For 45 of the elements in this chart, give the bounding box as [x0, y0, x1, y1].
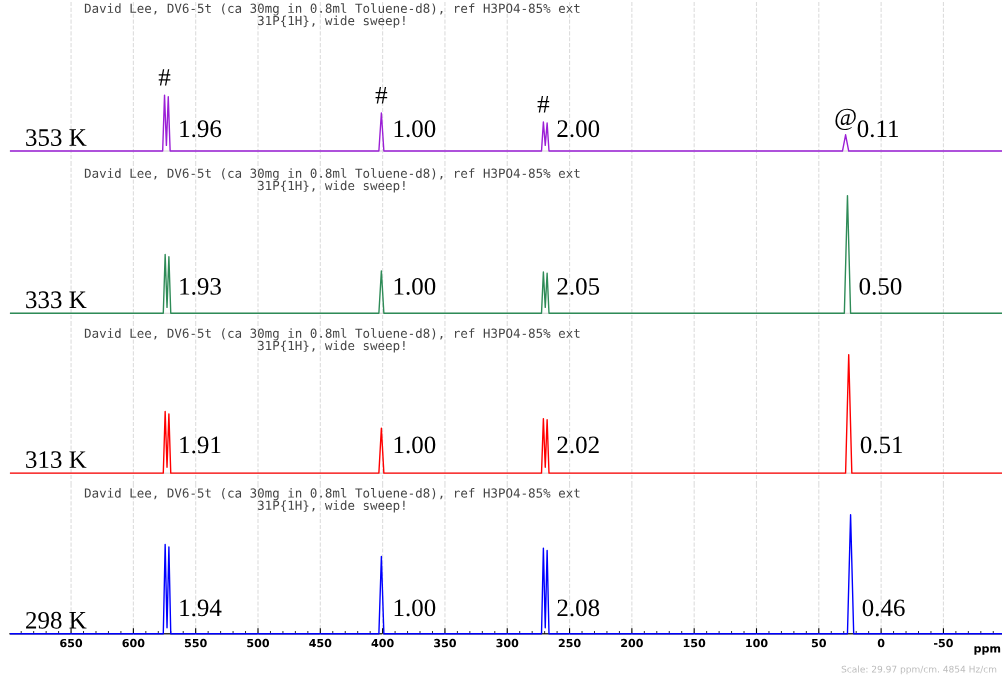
annotation: 1.93: [180, 277, 221, 295]
x-tick-label: 150: [683, 638, 706, 648]
x-tick-label: 100: [746, 638, 768, 648]
x-tick-label: 300: [496, 638, 519, 648]
chart-title: David Lee, DV6-5t (ca 30mg in 0.8ml Toluene-d8), ref H3PO4-85% ext 31P{1H}, wide sweep!: [84, 328, 580, 353]
x-tick-label: 650: [60, 638, 83, 648]
annotation: 2.05: [557, 277, 600, 295]
annotation: 0.11: [857, 120, 899, 138]
series-label: 298 K: [26, 611, 87, 629]
x-tick-label: -50: [933, 638, 953, 648]
x-tick-label: 50: [811, 638, 826, 648]
annotation: #: [158, 69, 171, 86]
annotation: 2.00: [557, 120, 600, 138]
annotation: 0.46: [862, 599, 905, 617]
chart-title: David Lee, DV6-5t (ca 30mg in 0.8ml Toluene-d8), ref H3PO4-85% ext 31P{1H}, wide sweep!: [84, 168, 580, 193]
x-axis-title: ppm: [974, 646, 1001, 655]
annotation: #: [537, 96, 550, 113]
x-tick-label: 450: [309, 638, 332, 648]
annotation: 1.91: [180, 436, 221, 454]
x-tick-label: 550: [184, 638, 207, 648]
annotation: 1.00: [394, 277, 436, 295]
x-tick-label: 200: [621, 638, 643, 648]
x-tick-label: 500: [247, 638, 270, 648]
x-tick-label: 350: [434, 638, 456, 648]
annotation: 0.51: [860, 436, 903, 454]
annotation: #: [375, 87, 388, 104]
x-tick-label: 0: [877, 638, 885, 648]
x-tick-label: 400: [371, 638, 394, 648]
series-label: 333 K: [26, 291, 87, 309]
annotation: @: [835, 108, 856, 131]
annotation: 1.00: [394, 120, 436, 138]
chart-title: David Lee, DV6-5t (ca 30mg in 0.8ml Toluene-d8), ref H3PO4-85% ext 31P{1H}, wide sweep!: [84, 3, 580, 28]
annotation: 2.02: [557, 436, 599, 454]
text: Scale: 29.97 ppm/cm. 4854 Hz/cm: [841, 665, 997, 675]
annotation: 2.08: [557, 599, 600, 617]
series-label: 313 K: [26, 451, 87, 469]
series-label: 353 K: [26, 129, 87, 146]
annotation: 1.00: [394, 436, 436, 454]
annotation: 1.96: [180, 120, 222, 138]
annotation: 1.00: [394, 599, 436, 617]
x-tick-label: 600: [122, 638, 145, 648]
chart-title: David Lee, DV6-5t (ca 30mg in 0.8ml Toluene-d8), ref H3PO4-85% ext 31P{1H}, wide sweep!: [84, 488, 580, 513]
annotation: 0.50: [859, 277, 902, 295]
x-tick-label: 250: [558, 638, 581, 648]
annotation: 1.94: [180, 599, 222, 617]
